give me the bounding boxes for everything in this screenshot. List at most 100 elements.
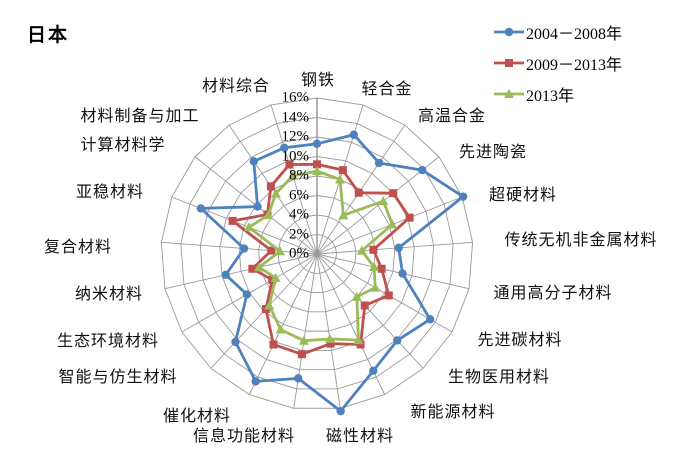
radial-tick-label: 14% — [281, 109, 310, 125]
data-point-marker — [294, 374, 303, 383]
grid-ring — [160, 97, 474, 409]
series-line-3 — [247, 169, 394, 343]
data-point-marker — [326, 339, 335, 348]
data-point-marker — [297, 350, 306, 359]
data-point-marker — [243, 222, 254, 232]
legend-item-2: 2009－2013年 — [494, 51, 622, 75]
category-label-7: 通用高分子材料 — [493, 285, 613, 302]
data-point-marker — [313, 160, 321, 169]
data-point-marker — [369, 366, 378, 376]
category-label-11: 磁性材料 — [325, 428, 395, 445]
category-label-1: 钢铁 — [300, 72, 336, 89]
legend-label: 2004－2008年 — [526, 26, 623, 43]
data-point-marker — [369, 262, 380, 272]
series-line-2 — [231, 162, 411, 356]
data-point-marker — [356, 245, 367, 255]
data-point-marker — [251, 377, 260, 386]
data-point-marker — [248, 264, 257, 273]
category-label-19: 计算材料学 — [80, 137, 166, 154]
grid-ring — [238, 175, 396, 332]
category-label-20: 材料制备与加工 — [80, 108, 200, 125]
data-point-marker — [387, 219, 398, 229]
radial-tick-label: 10% — [281, 148, 310, 164]
data-point-marker — [221, 270, 230, 280]
data-point-marker — [393, 336, 402, 345]
data-point-marker — [353, 335, 364, 345]
data-point-marker — [269, 340, 278, 349]
radial-tick-label: 6% — [289, 187, 309, 203]
legend-item-1: 2004－2008年 — [494, 20, 622, 44]
data-point-marker — [384, 291, 393, 300]
data-point-marker — [285, 160, 294, 169]
radial-tick-label: 0% — [289, 245, 309, 262]
radial-tick-label: 16% — [281, 89, 310, 106]
data-point-marker — [354, 188, 363, 197]
category-label-21: 材料综合 — [201, 78, 271, 95]
grid-ring — [180, 117, 454, 390]
data-point-marker — [275, 324, 286, 334]
data-point-marker — [394, 243, 403, 253]
data-point-marker — [374, 158, 384, 168]
data-point-marker — [266, 182, 275, 191]
data-point-marker — [312, 166, 322, 176]
data-point-marker — [280, 143, 289, 152]
legend-triangle-swatch — [494, 89, 524, 98]
data-point-marker — [264, 300, 275, 310]
data-point-marker — [425, 315, 435, 324]
category-label-9: 生物医用材料 — [447, 369, 551, 386]
category-label-12: 信息功能材料 — [192, 428, 296, 445]
series-line-1 — [199, 133, 465, 413]
data-point-marker — [228, 216, 237, 225]
grid-ring — [297, 234, 337, 274]
data-point-marker — [249, 157, 259, 166]
data-point-marker — [324, 333, 335, 343]
category-label-5: 超硬材料 — [488, 187, 558, 204]
data-point-marker — [349, 130, 358, 139]
data-point-marker — [370, 282, 381, 292]
grid-ring — [277, 214, 357, 294]
radial-tick-label: 4% — [289, 206, 309, 223]
data-point-marker — [356, 340, 365, 349]
legend: 2004－2008年 2009－2013年 2013年 — [494, 20, 622, 106]
data-point-marker — [242, 290, 252, 299]
data-point-marker — [398, 269, 407, 278]
category-label-2: 轻合金 — [361, 81, 413, 98]
data-point-marker — [196, 204, 206, 213]
data-point-marker — [253, 202, 262, 211]
legend-label: 2013年 — [526, 88, 575, 105]
radial-tick-label: 8% — [289, 167, 309, 184]
grid-ring — [258, 195, 376, 313]
category-label-3: 高温合金 — [417, 108, 487, 125]
data-point-marker — [351, 291, 362, 301]
data-point-marker — [405, 213, 414, 222]
category-label-6: 传统无机非金属材料 — [504, 232, 658, 249]
radial-tick-label: 2% — [289, 226, 309, 242]
data-point-marker — [334, 174, 345, 184]
data-point-marker — [417, 165, 427, 175]
data-point-marker — [360, 301, 369, 310]
data-point-marker — [231, 337, 240, 347]
category-label-8: 先进碳材料 — [477, 332, 563, 349]
data-point-marker — [275, 246, 286, 256]
data-point-marker — [378, 196, 389, 206]
grid-ring — [199, 136, 435, 371]
radial-tick-label: 12% — [281, 128, 310, 145]
data-point-marker — [263, 210, 274, 220]
data-point-marker — [298, 335, 309, 345]
data-point-marker — [270, 272, 281, 282]
legend-label: 2009－2013年 — [526, 57, 623, 74]
legend-item-3: 2013年 — [494, 82, 622, 106]
category-label-15: 生态环境材料 — [56, 333, 160, 350]
data-point-marker — [369, 245, 378, 254]
data-point-marker — [287, 170, 298, 180]
data-point-marker — [338, 210, 349, 220]
category-label-4: 先进陶瓷 — [458, 144, 528, 161]
data-point-marker — [267, 246, 276, 255]
category-label-13: 催化材料 — [162, 408, 232, 425]
category-label-10: 新能源材料 — [410, 404, 496, 421]
chart-title: 日本 — [27, 25, 70, 46]
category-label-18: 亚稳材料 — [75, 184, 145, 201]
category-label-14: 智能与仿生材料 — [58, 369, 178, 386]
